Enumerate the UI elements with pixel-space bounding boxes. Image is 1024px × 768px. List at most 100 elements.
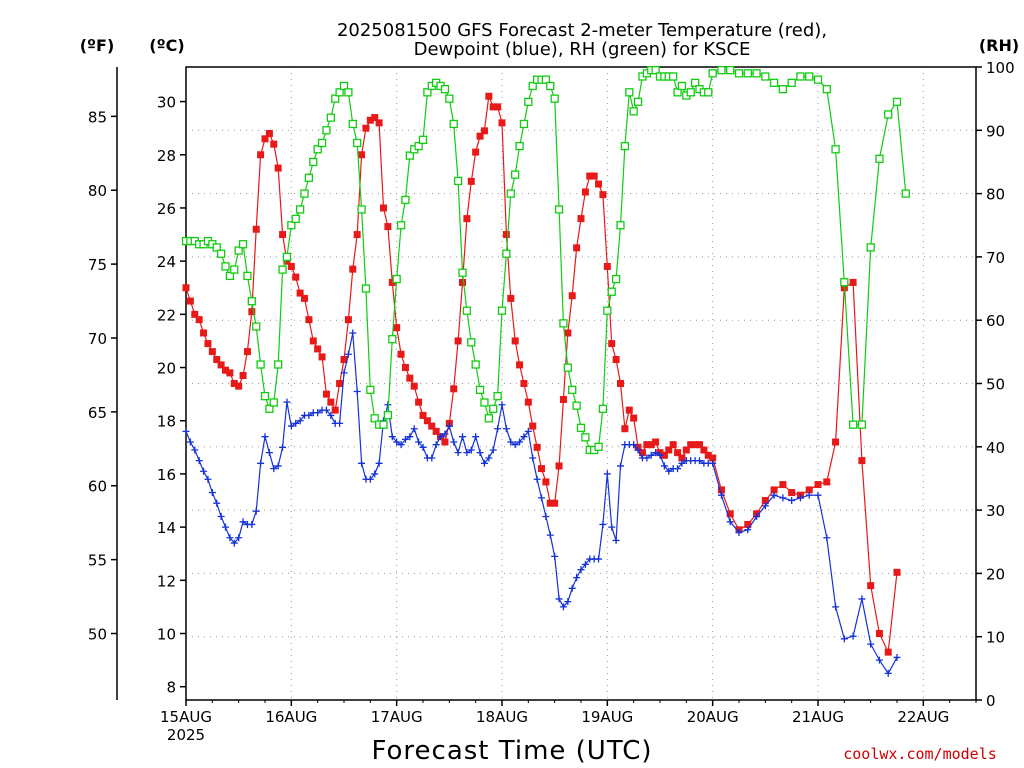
temperature-point [358,151,366,159]
rh-point [344,88,353,97]
fahrenheit-tick-label: 80 [88,182,107,200]
temperature-point [226,369,234,377]
rh-unit-label: (RH) [979,36,1019,55]
rh-point [901,189,910,198]
dewpoint-point [428,454,436,462]
dewpoint-point [564,598,572,606]
dewpoint-point [375,459,383,467]
rh-point [497,306,507,315]
temperature-point [603,262,611,270]
rh-point [875,154,884,163]
rh-point [769,78,779,87]
rh-series [181,66,910,455]
rh-point [673,88,682,97]
temperature-point [555,462,563,470]
temperature-point [476,132,484,140]
dewpoint-point [546,531,554,539]
rh-point [471,360,480,369]
rh-point [625,88,634,97]
rh-point [366,385,375,394]
temperature-point [472,148,480,156]
dewpoint-point [397,441,405,449]
temperature-point [393,324,401,332]
dewpoint-point [568,584,576,592]
dewpoint-point [472,433,480,441]
temperature-point [559,395,567,403]
temperature-point [340,356,348,364]
dewpoint-point [717,491,725,499]
rh-point [247,297,256,306]
rh-point [212,243,221,252]
x-year-label: 2025 [167,726,205,744]
rh-point [414,141,423,151]
rh-tick-label: 0 [986,692,996,710]
rh-point [230,265,239,274]
dewpoint-point [226,534,234,542]
rh-point [761,72,770,81]
dewpoint-point [867,640,875,648]
temperature-point [485,92,493,100]
rh-point [291,214,300,224]
rh-point [269,398,278,407]
dewpoint-point [252,507,260,515]
dewpoint-point [805,491,813,499]
rh-point [339,81,349,91]
rh-point [418,135,428,144]
temperature-point [823,478,831,486]
temperature-point [371,114,379,122]
rh-tick-label: 100 [986,59,1015,77]
temperature-point [814,481,822,489]
rh-point [704,88,713,97]
rh-tick-label: 80 [986,186,1005,204]
temperature-point [279,231,287,239]
temperature-point [691,441,699,449]
dewpoint-point [182,427,190,435]
dewpoint-point [415,438,423,446]
temperature-point [533,443,541,451]
temperature-point [542,478,550,486]
dewpoint-point [849,632,857,640]
temperature-point [612,356,620,364]
temperature-point [252,225,260,233]
temperature-point [362,124,370,132]
dewpoint-point [441,430,449,438]
rh-point [669,72,678,81]
dewpoint-point [230,539,238,547]
dewpoint-point [643,454,651,462]
temperature-point [217,361,225,369]
temperature-point [204,340,212,348]
fahrenheit-tick-label: 55 [88,552,107,570]
rh-point [726,66,735,75]
rh-point [445,94,454,103]
temperature-point [577,215,585,223]
rh-point [884,110,893,119]
dewpoint-point [480,459,488,467]
dewpoint-point [283,398,291,406]
dewpoint-point [454,449,462,457]
dewpoint-point [875,656,883,664]
celsius-tick-label: 14 [157,519,176,537]
dewpoint-point [884,669,892,677]
rh-point [796,72,805,81]
temperature-point [191,310,199,318]
temperature-point [366,116,374,124]
temperature-point [638,449,646,457]
dewpoint-point [507,438,515,446]
dewpoint-point [305,411,313,419]
temperature-point [498,119,506,127]
rh-point [840,278,849,287]
rh-point [256,360,265,369]
dewpoint-point [726,518,734,526]
rh-point [581,433,590,442]
fahrenheit-tick-label: 60 [88,478,107,496]
rh-point [484,414,493,423]
rh-point [348,119,357,129]
temperature-point [669,441,677,449]
dewpoint-point [788,497,796,505]
rh-point [778,85,788,94]
celsius-tick-label: 20 [157,360,176,378]
dewpoint-point [270,465,278,473]
temperature-point [867,582,875,590]
rh-point [335,88,344,97]
celsius-tick-label: 22 [157,306,176,324]
